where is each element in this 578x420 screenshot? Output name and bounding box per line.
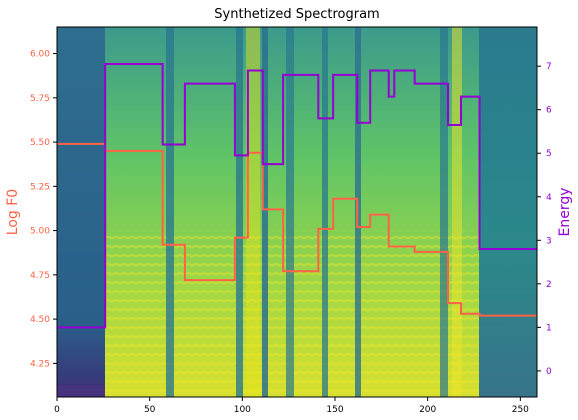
x-tick-label: 200: [419, 405, 436, 415]
plot-frame: [56, 26, 538, 398]
right-tick-label: 5: [546, 149, 552, 159]
left-axis-label: Log F0: [5, 189, 21, 235]
right-tick-label: 0: [546, 367, 552, 377]
right-tick-label: 1: [546, 323, 552, 333]
dark-gap: [166, 27, 174, 397]
x-tick-label: 0: [54, 405, 60, 415]
silence-region-end: [479, 27, 537, 397]
x-tick-label: 250: [512, 405, 529, 415]
spectrogram-heatmap: [57, 27, 537, 397]
left-tick-label: 4.75: [30, 271, 50, 281]
figure-title: Synthetized Spectrogram: [214, 7, 379, 22]
right-tick-label: 4: [546, 193, 552, 203]
dark-gap: [262, 27, 268, 397]
left-tick-label: 5.00: [30, 227, 50, 237]
dark-gap: [236, 27, 243, 397]
energy-series-line: [57, 63, 537, 329]
x-tick-label: 100: [234, 405, 251, 415]
logf0-series-line: [57, 142, 537, 317]
x-tick-label: 150: [326, 405, 343, 415]
right-axis-ticks: 0 1 2 3 4 5 6 7: [537, 62, 552, 377]
x-tick-label: 50: [144, 405, 156, 415]
left-tick-label: 4.25: [30, 359, 50, 369]
right-axis-label: Energy: [557, 187, 573, 236]
left-tick-label: 5.75: [30, 94, 50, 104]
chart-title: Synthetized Spectrogram: [214, 7, 379, 22]
right-tick-label: 3: [546, 236, 552, 246]
left-tick-label: 5.25: [30, 182, 50, 192]
right-tick-label: 2: [546, 280, 552, 290]
low-energy-strip: [57, 385, 105, 397]
right-tick-label: 7: [546, 62, 552, 72]
left-tick-label: 4.50: [30, 315, 50, 325]
left-tick-label: 6.00: [30, 50, 50, 60]
left-axis-ticks: 4.25 4.50 4.75 5.00 5.25 5.50 5.75 6.00: [30, 50, 57, 369]
right-tick-label: 6: [546, 106, 552, 116]
bright-band: [246, 27, 260, 397]
left-tick-label: 5.50: [30, 138, 50, 148]
dark-gap: [286, 27, 294, 397]
series-lines: [57, 63, 537, 329]
dark-gap: [440, 27, 448, 397]
silence-region-start: [57, 27, 105, 397]
bright-band: [452, 27, 462, 397]
dark-gap: [322, 27, 328, 397]
x-axis-ticks: 0 50 100 150 200 250: [54, 397, 529, 415]
